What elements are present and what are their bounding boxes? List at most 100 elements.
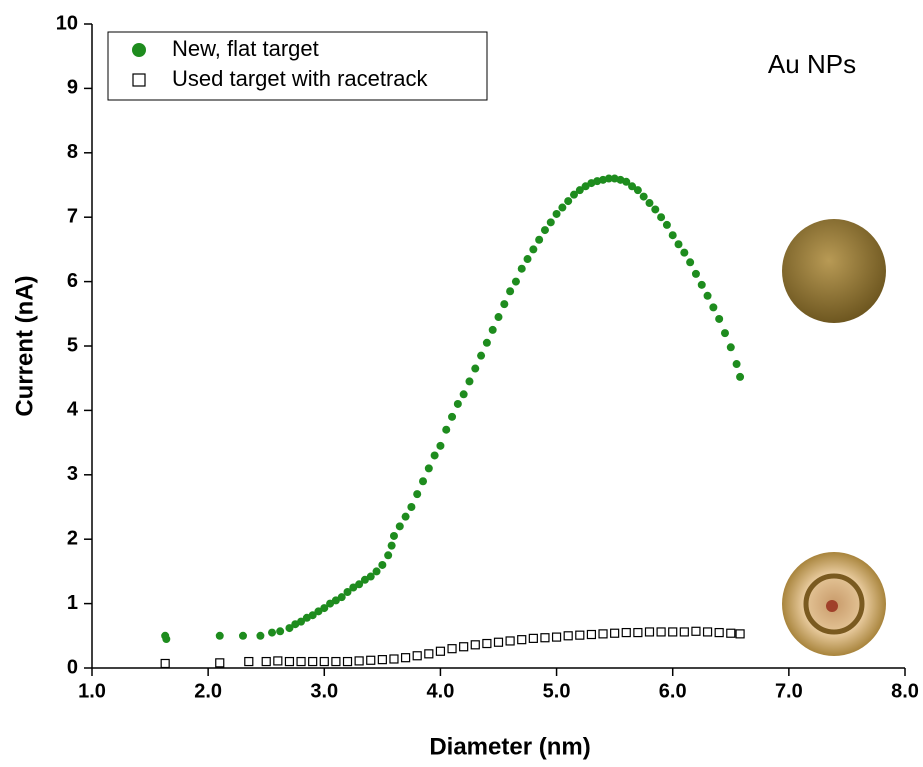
point: [245, 658, 253, 666]
point: [477, 352, 485, 360]
point: [436, 442, 444, 450]
point: [332, 658, 340, 666]
y-tick-label: 7: [67, 205, 78, 227]
point: [587, 631, 595, 639]
point: [216, 632, 224, 640]
point: [239, 632, 247, 640]
annotation: Au NPs: [768, 49, 856, 79]
point: [448, 413, 456, 421]
y-tick-label: 0: [67, 656, 78, 678]
point: [675, 240, 683, 248]
point: [448, 645, 456, 653]
point: [611, 629, 619, 637]
point: [709, 303, 717, 311]
point: [715, 315, 723, 323]
point: [425, 464, 433, 472]
point: [645, 199, 653, 207]
legend-label: New, flat target: [172, 36, 319, 61]
y-tick-label: 3: [67, 463, 78, 485]
point: [276, 627, 284, 635]
y-axis-label: Current (nA): [11, 275, 38, 416]
point: [680, 249, 688, 257]
x-tick-label: 7.0: [775, 680, 803, 702]
point: [442, 426, 450, 434]
point: [680, 628, 688, 636]
point: [558, 204, 566, 212]
point: [704, 628, 712, 636]
point: [518, 265, 526, 273]
point: [506, 637, 514, 645]
x-tick-label: 5.0: [543, 680, 571, 702]
target-image-new: [782, 219, 886, 323]
point: [413, 490, 421, 498]
point: [378, 561, 386, 569]
point: [733, 360, 741, 368]
point: [373, 567, 381, 575]
point: [553, 633, 561, 641]
point: [407, 503, 415, 511]
target-spot: [826, 600, 838, 612]
point: [419, 477, 427, 485]
point: [669, 628, 677, 636]
point: [547, 218, 555, 226]
y-tick-label: 9: [67, 77, 78, 99]
point: [541, 634, 549, 642]
point: [460, 643, 468, 651]
point: [388, 542, 396, 550]
point: [471, 365, 479, 373]
x-tick-label: 6.0: [659, 680, 687, 702]
point: [535, 236, 543, 244]
point: [256, 632, 264, 640]
x-axis-label: Diameter (nm): [429, 733, 590, 760]
y-tick-label: 4: [67, 399, 79, 421]
point: [634, 186, 642, 194]
point: [541, 226, 549, 234]
point: [471, 641, 479, 649]
point: [367, 656, 375, 664]
point: [495, 638, 503, 646]
point: [576, 631, 584, 639]
y-tick-label: 10: [56, 12, 78, 34]
chart: Diameter (nm) Current (nA) Au NPs 012345…: [0, 0, 923, 767]
point: [402, 513, 410, 521]
point: [727, 629, 735, 637]
legend-label: Used target with racetrack: [172, 66, 429, 91]
point: [645, 628, 653, 636]
point: [622, 629, 630, 637]
point: [274, 657, 282, 665]
point: [727, 343, 735, 351]
x-tick-label: 4.0: [427, 680, 455, 702]
point: [512, 278, 520, 286]
point: [465, 377, 473, 385]
point: [384, 551, 392, 559]
x-tick-label: 3.0: [310, 680, 338, 702]
point: [692, 270, 700, 278]
point: [402, 654, 410, 662]
y-tick-label: 8: [67, 141, 78, 163]
point: [161, 659, 169, 667]
y-tick-label: 1: [67, 592, 78, 614]
point: [454, 400, 462, 408]
point: [500, 300, 508, 308]
point: [436, 647, 444, 655]
y-tick-label: 5: [67, 334, 78, 356]
point: [529, 245, 537, 253]
point: [262, 658, 270, 666]
point: [698, 281, 706, 289]
point: [736, 630, 744, 638]
point: [297, 658, 305, 666]
point: [425, 650, 433, 658]
point: [518, 636, 526, 644]
point: [309, 658, 317, 666]
point: [483, 339, 491, 347]
point: [489, 326, 497, 334]
point: [704, 292, 712, 300]
point: [663, 221, 671, 229]
point: [686, 258, 694, 266]
point: [657, 213, 665, 221]
point: [344, 658, 352, 666]
point: [599, 630, 607, 638]
x-tick-label: 2.0: [194, 680, 222, 702]
point: [285, 658, 293, 666]
point: [651, 205, 659, 213]
